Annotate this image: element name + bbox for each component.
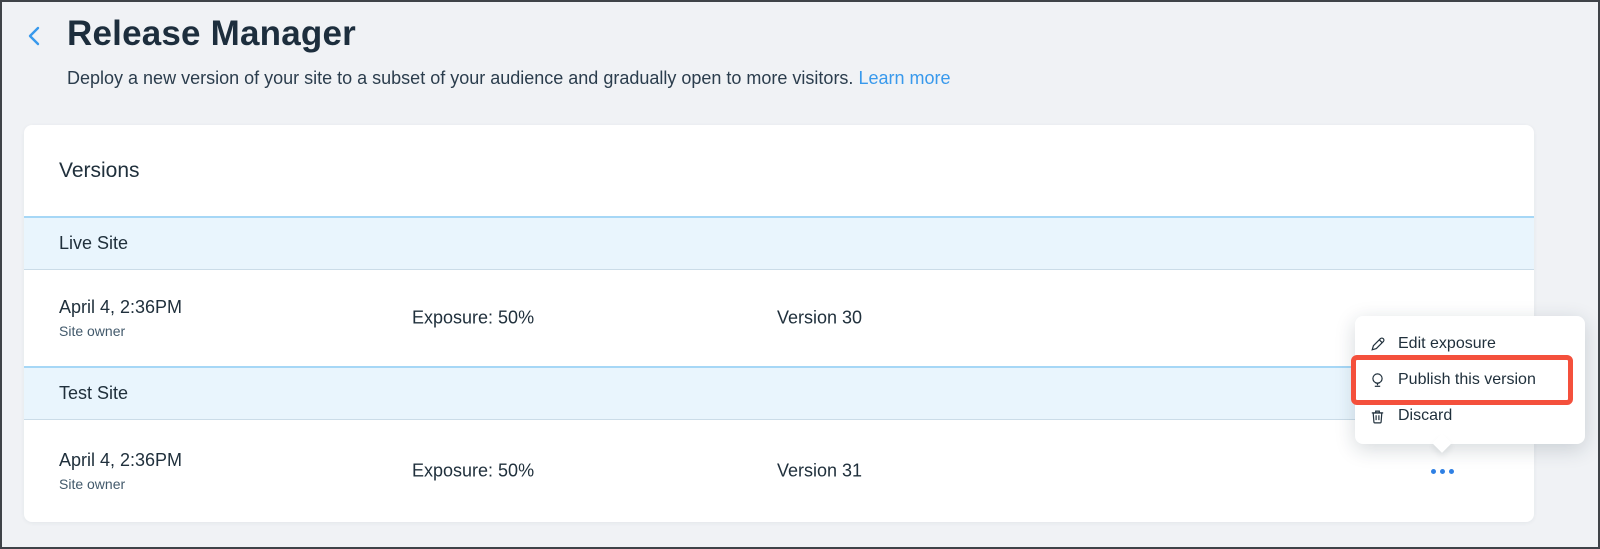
section-header-live-site: Live Site [24, 216, 1534, 270]
subtitle-text: Deploy a new version of your site to a s… [67, 68, 854, 88]
version-actions-menu: Edit exposure Publish this version [1355, 316, 1585, 444]
menu-item-label: Publish this version [1398, 371, 1536, 388]
version-number: Version 31 [777, 460, 863, 481]
back-button[interactable] [22, 24, 46, 48]
chevron-left-icon [27, 26, 41, 46]
version-number: Version 30 [777, 307, 863, 328]
version-author: Site owner [59, 476, 126, 492]
page-title: Release Manager [67, 14, 356, 53]
ellipsis-icon [1430, 468, 1454, 474]
versions-card: Versions Live Site April 4, 2:36PM Site … [24, 125, 1534, 522]
learn-more-link[interactable]: Learn more [858, 68, 951, 88]
version-row-test: April 4, 2:36PM Site owner Exposure: 50%… [24, 420, 1534, 522]
version-date-cell: April 4, 2:36PM Site owner [59, 297, 182, 339]
section-header-test-site: Test Site [24, 366, 1534, 420]
versions-card-title: Versions [59, 158, 140, 182]
trash-icon [1369, 408, 1386, 425]
version-author: Site owner [59, 323, 126, 339]
version-date-cell: April 4, 2:36PM Site owner [59, 450, 182, 492]
menu-item-label: Discard [1398, 407, 1453, 424]
version-date: April 4, 2:36PM [59, 450, 183, 470]
version-date: April 4, 2:36PM [59, 297, 183, 317]
version-exposure: Exposure: 50% [412, 460, 535, 481]
version-row-live: April 4, 2:36PM Site owner Exposure: 50%… [24, 270, 1534, 366]
row-actions-button[interactable] [1422, 457, 1462, 485]
pencil-icon [1369, 336, 1386, 353]
menu-item-discard[interactable]: Discard [1355, 398, 1585, 434]
menu-item-publish-this-version[interactable]: Publish this version [1355, 362, 1585, 398]
globe-icon [1369, 372, 1386, 389]
version-exposure: Exposure: 50% [412, 307, 535, 328]
menu-item-edit-exposure[interactable]: Edit exposure [1355, 326, 1585, 362]
menu-item-label: Edit exposure [1398, 335, 1496, 352]
page-subtitle: Deploy a new version of your site to a s… [67, 68, 951, 89]
